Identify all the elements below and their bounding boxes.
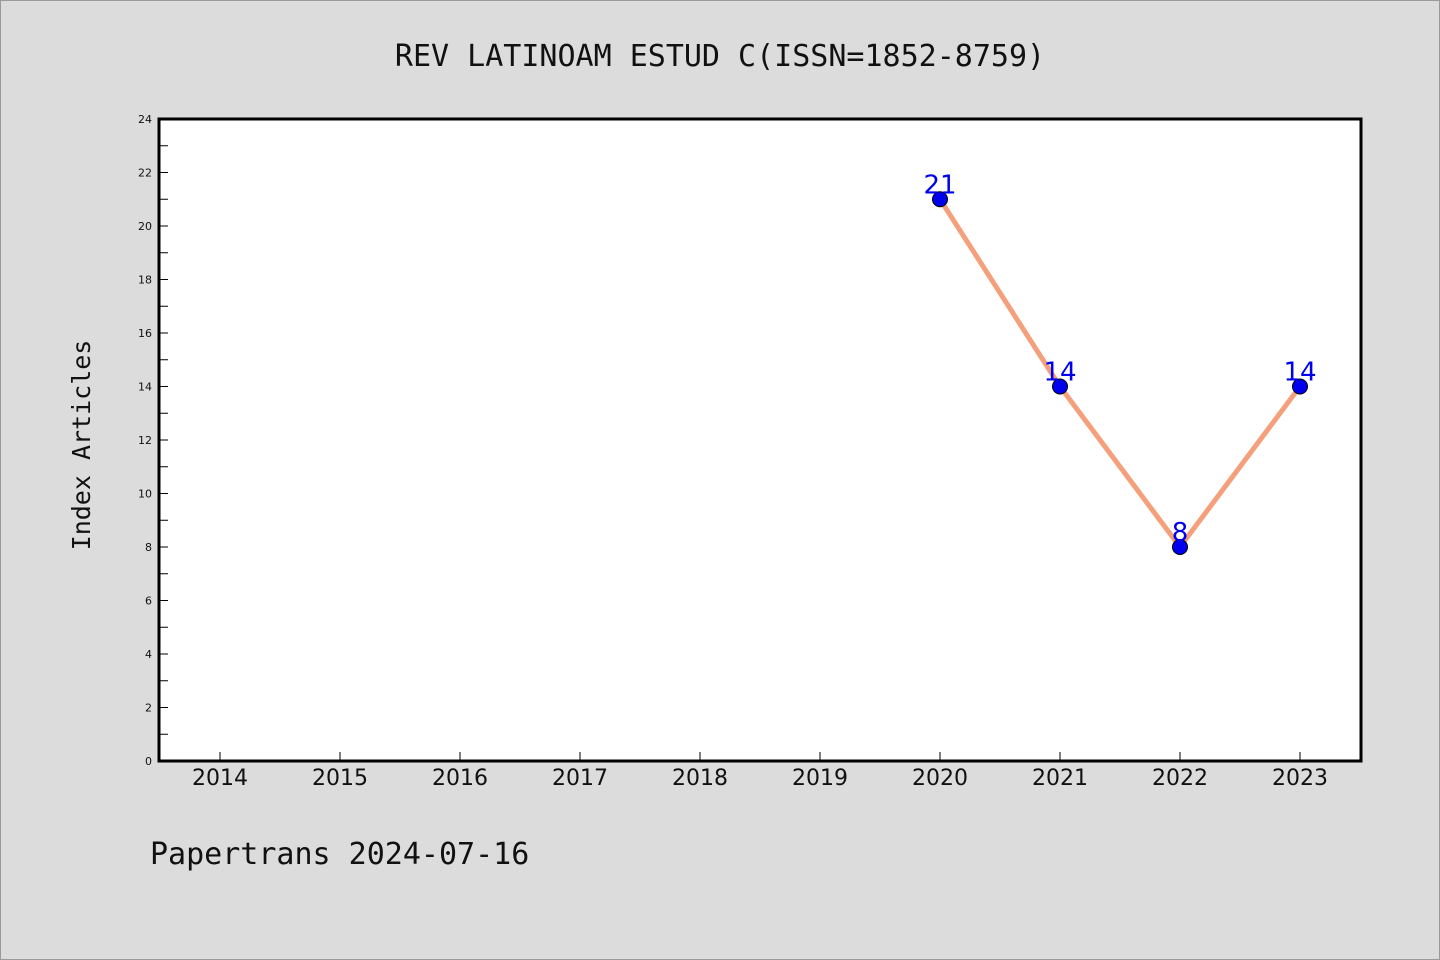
footer-text: Papertrans 2024-07-16 [150,837,529,872]
chart-title: REV LATINOAM ESTUD C(ISSN=1852-8759) [395,39,1045,74]
y-tick-label: 20 [138,220,152,233]
x-tick-label: 2022 [1152,766,1208,791]
x-tick-label: 2014 [192,766,248,791]
data-label: 14 [1283,358,1316,388]
series-line-segment [1177,384,1303,550]
y-tick-label: 16 [138,327,152,340]
y-tick-label: 18 [138,274,152,287]
x-axis: 2014 2015 2016 2017 2018 2019 2020 2021 2022 2023 [192,752,1328,791]
data-label: 8 [1172,518,1189,548]
y-tick-label: 6 [145,595,152,608]
y-tick-label: 4 [145,648,152,661]
y-axis-label: Index Articles [67,340,96,551]
data-point-marker [1052,378,1068,395]
x-tick-label: 2015 [312,766,368,791]
data-label: 14 [1043,358,1076,388]
y-tick-label: 24 [138,113,152,126]
series-line-segment [937,196,1063,389]
series-line-segment [1057,384,1183,550]
data-point-marker [1172,539,1188,555]
y-tick-label: 2 [145,702,152,715]
x-tick-label: 2016 [432,766,488,791]
x-tick-label: 2021 [1032,766,1088,791]
x-tick-label: 2023 [1272,766,1328,791]
x-tick-label: 2019 [792,766,848,791]
y-tick-label: 22 [138,167,152,180]
series-group: 21 14 8 14 [923,170,1317,555]
y-tick-label: 14 [138,381,152,394]
plot-area [157,117,1363,763]
data-label: 21 [923,170,956,200]
x-tick-label: 2020 [912,766,968,791]
data-point-marker [932,191,948,208]
data-point-marker [1292,378,1308,395]
y-tick-label: 0 [145,755,152,768]
y-tick-label: 8 [145,541,152,554]
y-tick-label: 10 [138,488,152,501]
x-tick-label: 2018 [672,766,728,791]
y-tick-label: 12 [138,434,152,447]
x-tick-label: 2017 [552,766,608,791]
